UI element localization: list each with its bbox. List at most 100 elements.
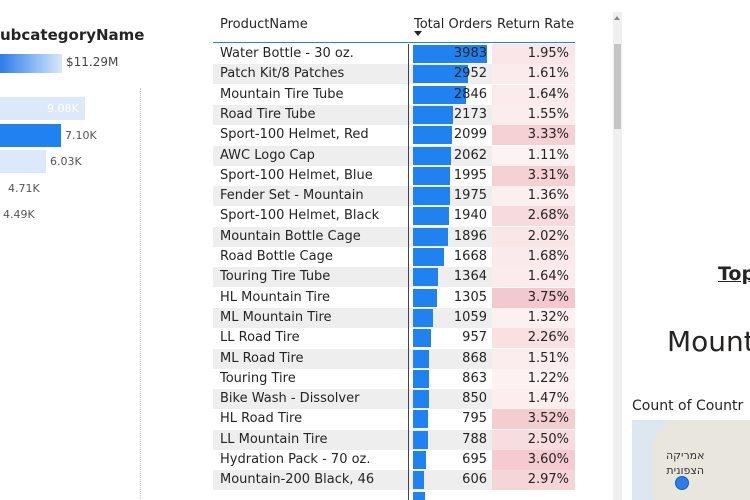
total-orders-cell: 695	[462, 452, 487, 467]
table-row[interactable]: HL Road Tire 795 3.52%	[213, 409, 575, 430]
return-rate-value: 3.31%	[527, 167, 569, 183]
total-orders-cell: 1995	[453, 167, 487, 183]
orders-data-bar	[413, 390, 429, 409]
orders-data-bar	[413, 451, 426, 469]
return-rate-cell: 2.02%	[492, 226, 575, 247]
scrollbar-thumb[interactable]	[614, 44, 621, 129]
subcategory-bar-label: 7.10K	[65, 128, 97, 142]
return-rate-cell: 3.60%	[492, 450, 575, 470]
total-orders-cell: 863	[462, 370, 487, 386]
total-orders-cell: 1305	[453, 289, 487, 305]
axis-gridline	[140, 88, 141, 500]
table-row[interactable]: ML Road Tire 868 1.51%	[213, 348, 575, 369]
return-rate-value: 1.95%	[527, 46, 569, 61]
table-row[interactable]: Touring Tire 863 1.22%	[213, 368, 575, 389]
return-rate-value: 2.26%	[527, 330, 569, 346]
orders-data-bar	[413, 126, 452, 145]
table-row[interactable]: Patch Kit/8 Patches 2952 1.61%	[213, 64, 575, 85]
product-name-cell: HL Mountain Tire	[220, 289, 331, 305]
table-row[interactable]: LL Road Tire 957 2.26%	[213, 328, 575, 349]
return-rate-cell: 3.75%	[492, 287, 575, 308]
chart-title: ubcategoryName	[0, 26, 145, 44]
product-name-cell: Mountain-200 Black, 46	[220, 472, 375, 488]
right-panel: Top Mount Count of Countr אמריקה הצפונית	[628, 0, 750, 500]
header-return-rate[interactable]: Return Rate	[497, 17, 575, 32]
total-orders-cell: 957	[462, 330, 487, 346]
total-orders-cell: 3983	[453, 46, 487, 61]
table-row[interactable]: Mountain Bottle Cage 1896 2.02%	[213, 226, 575, 247]
orders-data-bar	[413, 410, 428, 429]
return-rate-cell: 1.22%	[492, 368, 575, 389]
table-row[interactable]: Fender Set - Mountain 1975 1.36%	[213, 186, 575, 207]
table-row[interactable]: AWC Logo Cap 2062 1.11%	[213, 145, 575, 166]
map-landmass	[652, 420, 750, 500]
total-orders-cell: 1059	[453, 309, 487, 325]
subcategory-bar-label: 6.03K	[50, 155, 82, 168]
table-row[interactable]: ML Mountain Tire 1059 1.32%	[213, 307, 575, 328]
subcategory-bar[interactable]	[0, 150, 46, 173]
table-row[interactable]: Touring Tire Tube 1364 1.64%	[213, 267, 575, 288]
return-rate-value: 1.64%	[527, 269, 569, 285]
product-name-cell: ML Mountain Tire	[220, 309, 332, 325]
country-map[interactable]: אמריקה הצפונית	[632, 420, 750, 500]
return-rate-cell: 1.36%	[492, 186, 575, 207]
total-orders-cell: 868	[462, 350, 487, 366]
header-product-name[interactable]: ProductName	[220, 17, 308, 32]
product-name-cell: Bike Wash - Dissolver	[220, 391, 360, 407]
return-rate-value: 1.11%	[527, 147, 569, 163]
orders-data-bar	[413, 187, 450, 206]
table-row[interactable]: Mountain Tire Tube 2846 1.64%	[213, 84, 575, 105]
return-rate-cell: 1.32%	[492, 307, 575, 328]
table-row[interactable]	[213, 491, 575, 500]
return-rate-value: 3.52%	[527, 411, 569, 427]
table-row[interactable]: Road Bottle Cage 1668 1.68%	[213, 247, 575, 267]
product-name-cell: Sport-100 Helmet, Blue	[220, 167, 373, 183]
table-row[interactable]: Water Bottle - 30 oz. 3983 1.95%	[213, 44, 575, 64]
return-rate-value: 2.68%	[527, 208, 569, 224]
total-orders-cell: 606	[462, 472, 487, 488]
header-divider	[213, 42, 575, 43]
total-orders-cell: 1896	[453, 228, 487, 244]
return-rate-cell: 2.26%	[492, 328, 575, 349]
table-row[interactable]: Hydration Pack - 70 oz. 695 3.60%	[213, 450, 575, 470]
table-row[interactable]: LL Mountain Tire 788 2.50%	[213, 429, 575, 450]
orders-data-bar	[413, 65, 468, 84]
subcategory-bar[interactable]	[0, 97, 85, 120]
product-name-cell: Water Bottle - 30 oz.	[220, 46, 354, 61]
return-rate-cell: 2.50%	[492, 429, 575, 450]
map-region-label-line1: אמריקה	[666, 449, 705, 462]
orders-data-bar	[413, 471, 424, 490]
orders-data-bar	[413, 146, 451, 165]
table-scrollbar[interactable]	[613, 12, 622, 500]
table-row[interactable]: Sport-100 Helmet, Blue 1995 3.31%	[213, 165, 575, 186]
table-row[interactable]: Mountain-200 Black, 46 606 2.97%	[213, 470, 575, 491]
table-row[interactable]: Sport-100 Helmet, Red 2099 3.33%	[213, 125, 575, 146]
product-name-cell: ML Road Tire	[220, 350, 304, 366]
return-rate-value: 2.97%	[527, 472, 569, 488]
table-row[interactable]: Bike Wash - Dissolver 850 1.47%	[213, 389, 575, 410]
orders-data-bar	[413, 248, 444, 266]
sort-descending-icon[interactable]	[414, 31, 422, 36]
subcategory-bar[interactable]	[0, 123, 61, 147]
table-row[interactable]: Sport-100 Helmet, Black 1940 2.68%	[213, 206, 575, 227]
orders-data-bar	[413, 308, 433, 327]
scroll-up-icon[interactable]	[614, 16, 620, 20]
total-sales-bar[interactable]	[0, 54, 62, 73]
map-bubble[interactable]	[675, 476, 689, 490]
table-row[interactable]: HL Mountain Tire 1305 3.75%	[213, 287, 575, 308]
product-name-cell: Patch Kit/8 Patches	[220, 66, 345, 82]
header-total-orders[interactable]: Total Orders	[414, 17, 493, 32]
product-name-cell: Sport-100 Helmet, Black	[220, 208, 380, 224]
return-rate-cell: 1.51%	[492, 348, 575, 369]
return-rate-cell: 2.97%	[492, 470, 575, 491]
top-heading: Top	[718, 263, 750, 285]
subcategory-bar-label: 9.08K	[47, 102, 79, 115]
total-orders-cell: 1940	[453, 208, 487, 224]
total-orders-cell: 2846	[453, 86, 487, 102]
product-name-cell: Touring Tire Tube	[220, 269, 331, 285]
return-rate-cell: 1.64%	[492, 267, 575, 288]
orders-data-bar	[413, 491, 425, 500]
return-rate-cell: 1.11%	[492, 145, 575, 166]
table-row[interactable]: Road Tire Tube 2173 1.55%	[213, 104, 575, 125]
return-rate-cell: 3.52%	[492, 409, 575, 430]
